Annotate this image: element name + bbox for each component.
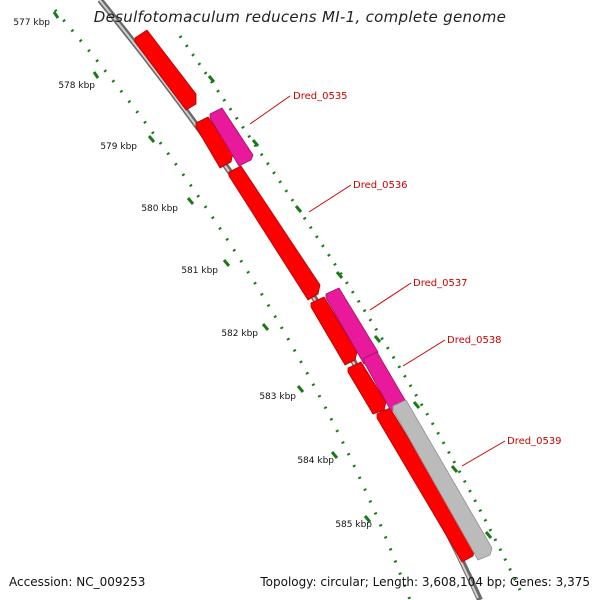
map-title: Desulfotomaculum reducens MI-1, complete… xyxy=(93,8,507,26)
outer-ruler xyxy=(178,35,522,591)
genome-backbone xyxy=(97,0,483,600)
gene-feature-inner-5[interactable] xyxy=(347,361,387,415)
accession-text: Accession: NC_009253 xyxy=(9,575,146,589)
gene-label-dred-0536[interactable]: Dred_0536 xyxy=(353,180,408,191)
tick-label-579: 579 kbp xyxy=(100,142,137,152)
inner-ruler xyxy=(53,9,412,600)
tick-label-581: 581 kbp xyxy=(181,266,218,276)
gene-label-dred-0539[interactable]: Dred_0539 xyxy=(507,436,562,447)
gene-label-dred-0535[interactable]: Dred_0535 xyxy=(293,91,348,102)
gene-label-dred-0537[interactable]: Dred_0537 xyxy=(413,278,468,289)
gene-feature-inner-2[interactable] xyxy=(195,116,234,169)
label-leaders xyxy=(249,95,506,467)
inner-track-features xyxy=(134,29,476,563)
gene-feature-inner-1[interactable] xyxy=(134,29,197,111)
tick-label-585: 585 kbp xyxy=(335,520,372,530)
tick-label-584: 584 kbp xyxy=(297,456,334,466)
gene-label-dred-0538[interactable]: Dred_0538 xyxy=(447,335,502,346)
gene-feature-inner-6[interactable] xyxy=(376,407,476,563)
gene-feature-dred-0539[interactable] xyxy=(392,399,493,561)
gene-feature-dred-0535[interactable] xyxy=(209,107,254,167)
tick-label-583: 583 kbp xyxy=(259,392,296,402)
tick-label-582: 582 kbp xyxy=(221,329,258,339)
outer-track-features xyxy=(209,107,493,561)
gene-feature-dred-0536[interactable] xyxy=(228,165,321,301)
gene-feature-inner-4[interactable] xyxy=(310,296,358,366)
genome-backbone-highlight xyxy=(98,0,479,599)
genome-summary-text: Topology: circular; Length: 3,608,104 bp… xyxy=(260,575,590,589)
tick-label-580: 580 kbp xyxy=(141,204,178,214)
tick-label-578: 578 kbp xyxy=(58,81,95,91)
tick-label-577: 577 kbp xyxy=(13,18,50,28)
outer-ruler-ticks xyxy=(207,75,493,539)
inner-ruler-ticks xyxy=(52,11,372,523)
